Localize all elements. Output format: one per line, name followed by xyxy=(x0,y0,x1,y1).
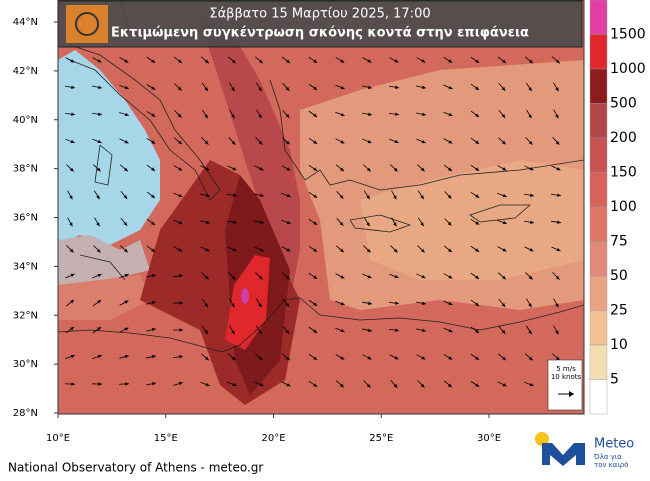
credit: National Observatory of Athens - meteo.g… xyxy=(8,461,263,475)
slogan: Όλα για xyxy=(593,453,622,461)
colorbar-swatch xyxy=(590,104,607,139)
lat-label: 34°N xyxy=(13,261,38,272)
slogan: τον καιρό xyxy=(594,461,628,469)
lat-label: 44°N xyxy=(13,17,38,28)
colorbar-label: 500 xyxy=(610,96,637,112)
lat-label: 36°N xyxy=(13,213,38,224)
brand-name: Meteo xyxy=(594,437,634,452)
colorbar-swatch xyxy=(590,311,607,346)
lon-label: 10°E xyxy=(46,433,70,444)
colorbar-label: 100 xyxy=(610,199,637,215)
colorbar-swatch xyxy=(590,69,607,104)
wind-speed: 5 m/s xyxy=(556,365,576,373)
colorbar-swatch xyxy=(590,173,607,208)
lat-label: 38°N xyxy=(13,164,38,175)
colorbar-swatch xyxy=(590,35,607,70)
colorbar-label: 5 xyxy=(610,372,619,388)
lat-label: 28°N xyxy=(13,408,38,419)
date: Σάββατο 15 Μαρτίου 2025, 17:00 xyxy=(209,7,430,22)
colorbar-swatch xyxy=(590,207,607,242)
colorbar-swatch xyxy=(590,276,607,311)
colorbar-label: 200 xyxy=(610,130,637,146)
colorbar: 1500 1000 500 200 150 100 75 50 25 10 5 xyxy=(590,0,646,414)
lat-label: 32°N xyxy=(13,310,38,321)
colorbar-label: 1500 xyxy=(610,27,646,43)
colorbar-swatch xyxy=(590,345,607,380)
lon-label: 20°E xyxy=(261,433,285,444)
lat-labels: 44°N 42°N 40°N 38°N 36°N 34°N 32°N 30°N 28°N xyxy=(13,17,58,419)
colorbar-label: 150 xyxy=(610,165,637,181)
wind-knots: 10 knots xyxy=(551,373,582,381)
lat-label: 40°N xyxy=(13,115,38,126)
colorbar-label: 75 xyxy=(610,234,628,250)
map-area xyxy=(58,0,584,414)
colorbar-label: 10 xyxy=(610,337,628,353)
colorbar-label: 25 xyxy=(610,303,628,319)
lon-label: 15°E xyxy=(154,433,178,444)
lat-label: 30°N xyxy=(13,359,38,370)
colorbar-swatch xyxy=(590,380,607,415)
title: Εκτιμώμενη συγκέντρωση σκόνης κοντά στην… xyxy=(111,26,529,41)
colorbar-label: 50 xyxy=(610,268,628,284)
brand-logo xyxy=(542,443,585,466)
lon-label: 25°E xyxy=(369,433,393,444)
lon-labels: 10°E 15°E 20°E 25°E 30°E xyxy=(46,414,501,444)
colorbar-swatch xyxy=(590,242,607,277)
logo-icon xyxy=(66,5,108,43)
colorbar-label: 1000 xyxy=(610,61,646,77)
colorbar-swatch xyxy=(590,0,607,35)
colorbar-swatch xyxy=(590,138,607,173)
lon-label: 30°E xyxy=(477,433,501,444)
lat-label: 42°N xyxy=(13,66,38,77)
